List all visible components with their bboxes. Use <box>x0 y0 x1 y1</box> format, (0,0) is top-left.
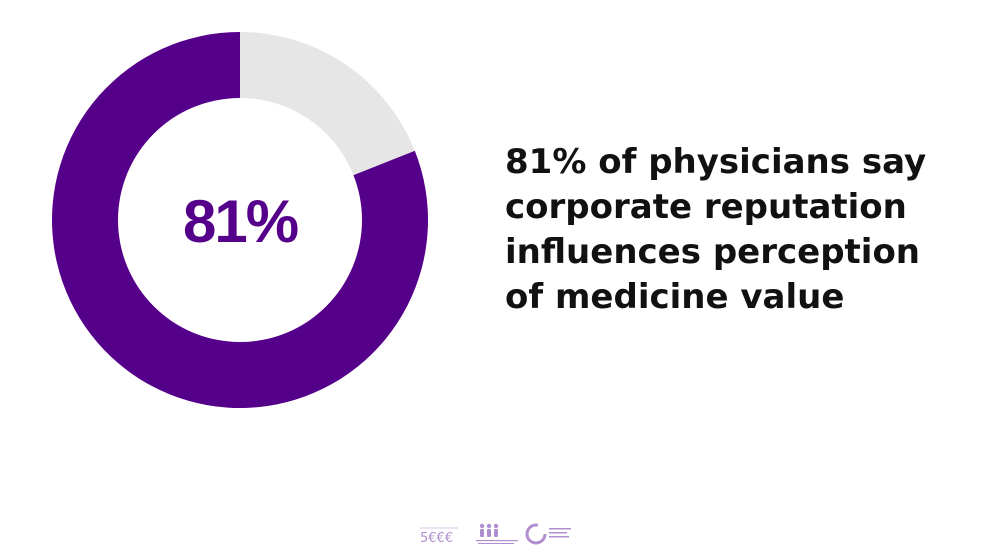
center-value-label: 81% <box>183 188 298 255</box>
headline-text: 81% of physicians say corporate reputati… <box>505 142 927 317</box>
footer-logos: 5€€€ <box>420 523 571 546</box>
partner-logo-1: 5€€€ <box>420 527 458 546</box>
donut-chart: 81% <box>52 32 429 409</box>
donut-hole <box>118 98 362 342</box>
svg-text:5€€€: 5€€€ <box>420 531 453 546</box>
partner-logo-2 <box>476 523 518 544</box>
partner-logo-3 <box>525 523 571 545</box>
